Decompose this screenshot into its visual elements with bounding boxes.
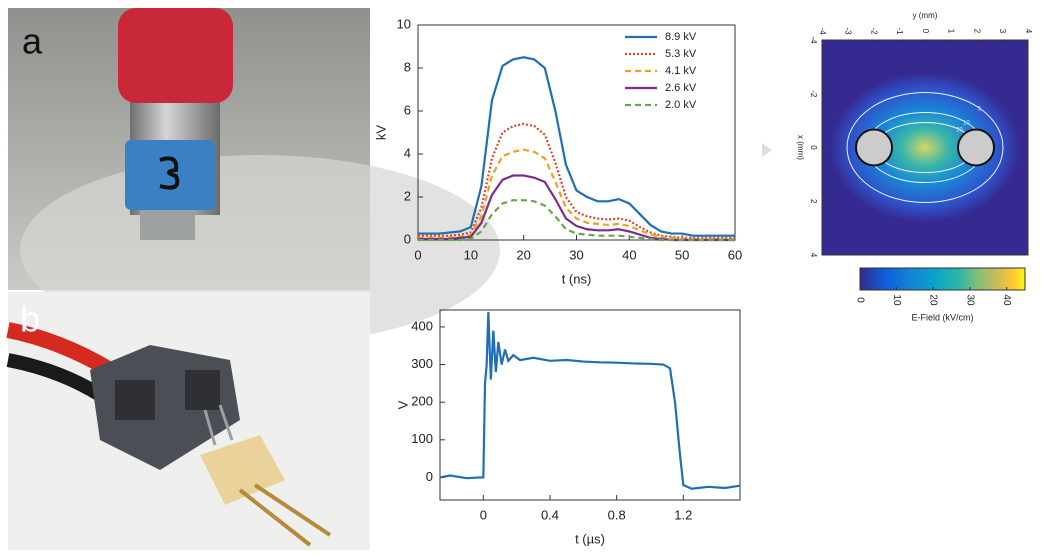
x-tick-label: 40 (622, 247, 636, 262)
x-tick-label: 0 (414, 247, 421, 262)
x-tick-label: 10 (464, 247, 478, 262)
colorbar-tick-label: 10 (891, 294, 902, 306)
legend-label: 5.3 kV (665, 48, 697, 60)
contour (846, 92, 1004, 203)
x-tick-label: -3 (844, 27, 853, 35)
data-line (418, 199, 735, 242)
y-tick-label: 2 (809, 199, 818, 204)
x-tick-label: 1.2 (674, 507, 692, 522)
y-tick-label: 0 (426, 469, 433, 484)
y-tick-label: 4 (404, 145, 411, 160)
x-axis-label: t (ns) (562, 271, 592, 286)
y-axis-label: x (mm) (796, 135, 805, 160)
colorbar-tick-label: 40 (1001, 294, 1012, 306)
colorbar-tick-label: 30 (964, 294, 975, 306)
y-axis-label: V (395, 400, 410, 409)
arrow (762, 143, 772, 157)
y-tick-label: -2 (809, 90, 818, 98)
x-tick-label: 50 (675, 247, 689, 262)
panel-label: a (22, 21, 43, 62)
contour-label: 10 (963, 121, 970, 127)
x-tick-label: 0 (480, 507, 487, 522)
electrode (957, 128, 995, 167)
legend-label: 2.6 kV (665, 82, 697, 94)
contour-label: 20 (956, 128, 963, 134)
electrode (855, 128, 893, 167)
x-axis-label: y (mm) (913, 11, 938, 20)
x-tick-label: 20 (516, 247, 530, 262)
y-tick-label: 200 (411, 394, 433, 409)
x-tick-label: -1 (895, 27, 904, 35)
y-tick-label: 4 (809, 253, 818, 258)
x-tick-label: 0.4 (541, 507, 559, 522)
data-line (418, 56, 735, 237)
y-tick-label: 100 (411, 431, 433, 446)
x-tick-label: 60 (728, 247, 742, 262)
legend-label: 2.0 kV (665, 99, 697, 111)
plot-frame (439, 309, 741, 501)
legend-label: 8.9 kV (665, 31, 697, 43)
legend-label: 4.1 kV (665, 65, 697, 77)
y-tick-label: 300 (411, 356, 433, 371)
x-tick-label: -2 (869, 27, 878, 35)
x-tick-label: 0.8 (608, 507, 626, 522)
x-tick-label: 30 (569, 247, 583, 262)
x-tick-label: 3 (998, 29, 1007, 34)
y-tick-label: 8 (404, 59, 411, 74)
data-line (439, 311, 741, 490)
panel-label: b (20, 299, 40, 340)
y-tick-label: 6 (404, 102, 411, 117)
y-tick-label: 0 (404, 231, 411, 246)
contour-label: 5 (978, 107, 982, 113)
x-tick-label: 2 (972, 29, 981, 34)
photo-b (6, 292, 370, 550)
y-tick-label: 2 (404, 188, 411, 203)
x-tick-label: 0 (921, 29, 930, 34)
colorbar-label: E-Field (kV/cm) (911, 312, 973, 322)
y-tick-label: -4 (809, 36, 818, 44)
x-tick-label: -4 (818, 27, 827, 35)
x-tick-label: 4 (1024, 29, 1033, 34)
colorbar-tick-label: 0 (854, 297, 865, 303)
y-tick-label: 10 (397, 16, 411, 31)
x-tick-label: 1 (947, 29, 956, 34)
y-tick-label: 0 (809, 145, 818, 150)
colorbar-tick-label: 20 (928, 294, 939, 306)
heatmap-field (830, 72, 1020, 223)
y-tick-label: 400 (411, 318, 433, 333)
colorbar (859, 267, 1026, 291)
y-axis-label: kV (373, 125, 388, 141)
x-axis-label: t (µs) (575, 531, 605, 546)
